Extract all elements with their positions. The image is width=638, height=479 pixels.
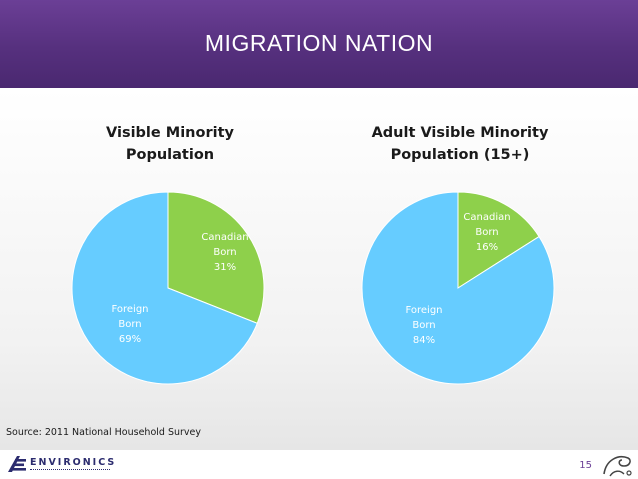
- chart-2-title-line-2: Population (15+): [390, 147, 530, 163]
- logo-underline: [30, 469, 110, 472]
- swirl-icon: [603, 456, 632, 477]
- pie-chart-adult-visible-minority: Canadian Born 16% Foreign Born 84%: [361, 191, 555, 385]
- source-note: Source: 2011 National Household Survey: [6, 427, 201, 438]
- page-title: MIGRATION NATION: [204, 30, 434, 56]
- page-number: 15: [579, 460, 592, 471]
- slice-label-foreign: Foreign Born 69%: [111, 304, 148, 345]
- pie-slice-foreign: [361, 191, 555, 385]
- slice-label-foreign: Foreign Born 84%: [405, 305, 442, 346]
- environics-logo-icon: [8, 456, 26, 472]
- chart-2-title: Adult Visible Minority Population (15+): [330, 122, 590, 166]
- logo-text: ENVIRONICS: [30, 457, 117, 468]
- chart-1-title-line-2: Population: [125, 147, 215, 163]
- chart-1-title: Visible Minority Population: [60, 122, 280, 166]
- slice-label-canadian: Canadian Born 31%: [201, 232, 248, 273]
- chart-1-title-line-1: Visible Minority: [106, 125, 234, 141]
- pie-chart-visible-minority: Canadian Born 31% Foreign Born 69%: [71, 191, 265, 385]
- pie-slice-canadian: [167, 191, 265, 324]
- slice-label-canadian: Canadian Born 16%: [463, 212, 510, 253]
- pie-slice-foreign: [71, 191, 258, 385]
- pie-slice-canadian: [457, 191, 540, 289]
- chart-2-title-line-1: Adult Visible Minority: [371, 125, 549, 141]
- title-banner: MIGRATION NATION: [0, 0, 638, 88]
- footer: ENVIRONICS 15: [0, 450, 638, 479]
